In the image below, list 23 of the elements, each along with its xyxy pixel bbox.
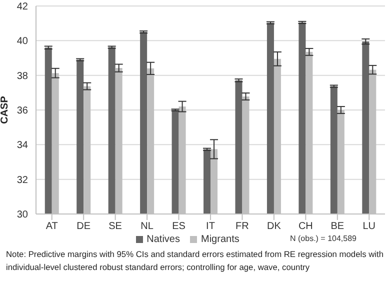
x-tick-label: DK — [267, 221, 282, 232]
legend-label: Natives — [146, 234, 180, 245]
y-tick-label: 30 — [16, 210, 28, 221]
x-tick-label: CH — [298, 221, 313, 232]
x-tick-label: FR — [236, 221, 249, 232]
y-tick-label: 36 — [16, 106, 28, 117]
x-tick-label: IT — [206, 221, 215, 232]
x-tick-label: ES — [172, 221, 186, 232]
y-axis-title: CASP — [0, 96, 11, 124]
x-tick-label: NL — [140, 221, 154, 232]
text: Note: Predictive margins with 95% CIs and standard errors estimated from RE regression models with individual-level clustered robust standard errors; controlling for age, wave, country — [6, 248, 384, 274]
x-tick-label: BE — [330, 221, 344, 232]
y-tick-label: 32 — [16, 174, 28, 186]
y-tick-label: 42 — [16, 2, 28, 13]
x-tick-label: SE — [108, 221, 122, 232]
x-tick-label: AT — [46, 221, 58, 232]
y-tick-label: 38 — [16, 70, 28, 82]
x-tick-label: LU — [362, 221, 376, 232]
y-tick-label: 34 — [16, 140, 28, 152]
y-tick-label: 40 — [16, 36, 28, 48]
x-tick-label: DE — [76, 221, 91, 232]
legend-label: Migrants — [201, 234, 240, 245]
text: N (obs.) = 104,589 — [290, 234, 356, 243]
